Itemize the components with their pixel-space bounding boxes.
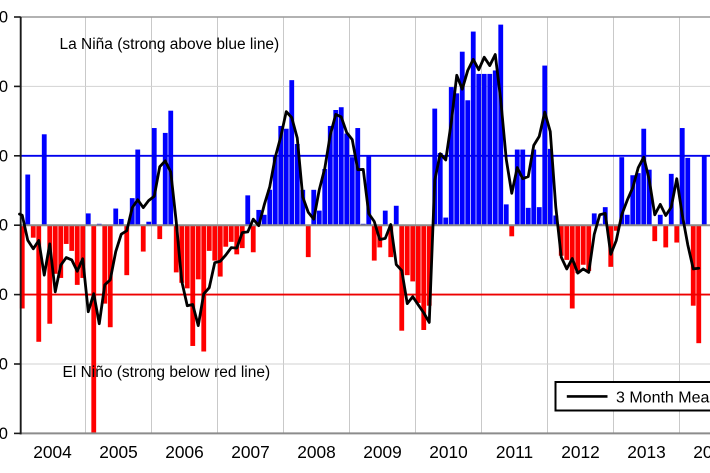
svg-text:-10: -10 xyxy=(0,286,8,304)
svg-text:2006: 2006 xyxy=(165,442,203,462)
svg-text:2010: 2010 xyxy=(429,442,467,462)
svg-text:2012: 2012 xyxy=(561,442,599,462)
svg-text:2013: 2013 xyxy=(627,442,665,462)
svg-text:3 Month Mean: 3 Month Mean xyxy=(616,390,710,407)
svg-text:-30: -30 xyxy=(0,425,8,443)
svg-text:10: 10 xyxy=(0,147,8,165)
svg-text:2007: 2007 xyxy=(231,442,269,462)
svg-text:La Niña (strong above blue lin: La Niña (strong above blue line) xyxy=(60,36,280,53)
svg-text:2011: 2011 xyxy=(496,442,533,462)
svg-text:2008: 2008 xyxy=(297,442,335,462)
svg-text:2014: 2014 xyxy=(693,442,710,462)
svg-text:-20: -20 xyxy=(0,356,8,374)
svg-text:0: 0 xyxy=(0,217,8,235)
svg-text:2004: 2004 xyxy=(33,442,72,462)
svg-text:2005: 2005 xyxy=(99,442,137,462)
svg-text:30: 30 xyxy=(0,9,8,27)
svg-text:El Niño (strong below red line: El Niño (strong below red line) xyxy=(63,364,271,381)
svg-text:2009: 2009 xyxy=(363,442,401,462)
svg-text:20: 20 xyxy=(0,78,8,96)
